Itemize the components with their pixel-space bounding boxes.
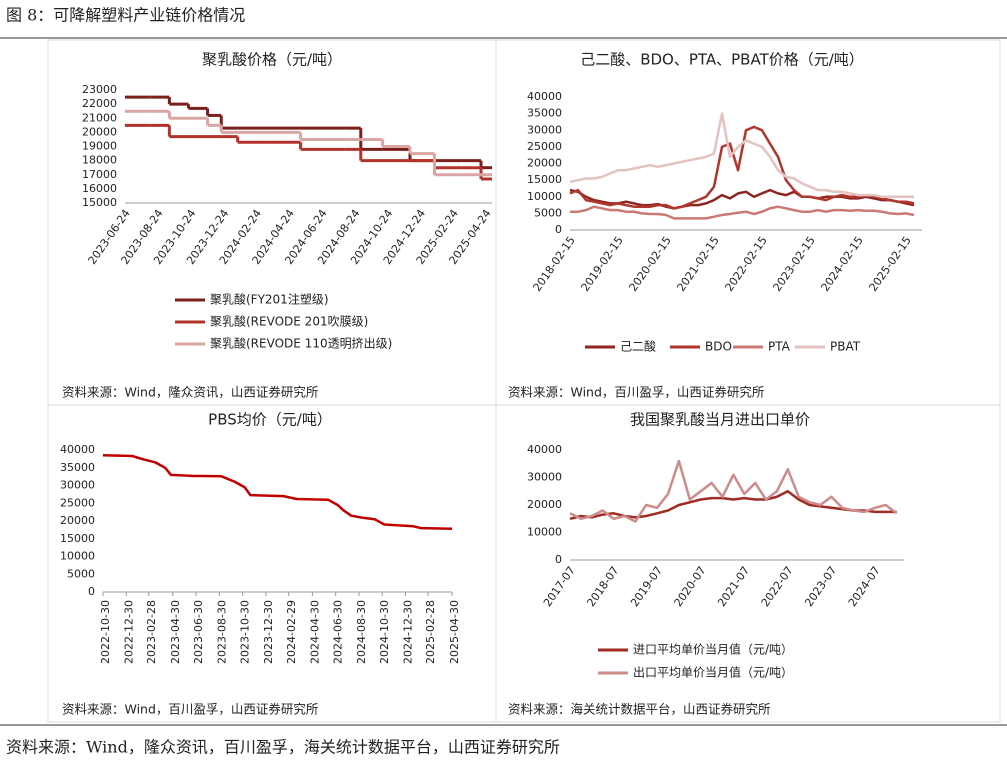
panel-frame	[47, 404, 497, 723]
legend-label: BDO	[705, 340, 732, 354]
chart-source: 资料来源：Wind，隆众资讯，山西证券研究所	[62, 385, 318, 400]
y-tick-label: 19000	[82, 140, 117, 153]
x-tick-label: 2024-08-30	[355, 600, 368, 664]
panel-frame	[495, 39, 1001, 406]
y-tick-label: 35000	[527, 107, 562, 120]
x-tick-label: 2022-07	[759, 564, 796, 609]
y-tick-label: 22000	[82, 97, 117, 110]
legend-label: PBAT	[830, 340, 861, 354]
series-line	[569, 188, 915, 210]
legend-label: PTA	[768, 340, 791, 354]
chart-source: 资料来源：Wind，百川盈孚，山西证券研究所	[508, 385, 764, 400]
x-tick-label: 2023-10-30	[239, 600, 252, 664]
y-tick-label: 15000	[60, 532, 95, 545]
y-tick-label: 15000	[527, 173, 562, 186]
x-tick-label: 2018-07	[584, 564, 621, 609]
chart-source: 资料来源：Wind，百川盈孚，山西证券研究所	[62, 702, 318, 717]
y-tick-label: 10000	[60, 550, 95, 563]
y-tick-label: 20000	[82, 125, 117, 138]
figure-source: 资料来源：Wind，隆众资讯，百川盈孚，海关统计数据平台，山西证券研究所	[6, 738, 560, 757]
y-tick-label: 30000	[60, 479, 95, 492]
chart-title: 聚乳酸价格（元/吨）	[202, 51, 342, 69]
x-tick-label: 2023-02-15	[771, 234, 818, 294]
x-tick-label: 2023-12-30	[262, 600, 275, 664]
x-tick-label: 2021-02-15	[675, 234, 722, 294]
x-tick-label: 2023-04-30	[169, 600, 182, 664]
series-line	[569, 112, 914, 199]
x-tick-label: 2023-07	[802, 564, 839, 609]
x-tick-label: 2023-06-30	[192, 600, 205, 664]
y-tick-label: 20000	[527, 498, 562, 511]
y-tick-label: 0	[555, 553, 562, 566]
x-tick-label: 2019-02-15	[579, 234, 626, 294]
series-line	[569, 490, 897, 521]
legend-label: 聚乳酸(FY201注塑级)	[210, 292, 329, 307]
x-tick-label: 2024-10-30	[378, 600, 391, 664]
x-tick-label: 2022-10-30	[99, 600, 112, 664]
y-tick-label: 18000	[82, 154, 117, 167]
y-tick-label: 0	[88, 585, 95, 598]
x-tick-label: 2025-04-30	[448, 600, 461, 664]
y-tick-label: 40000	[60, 443, 95, 456]
x-tick-label: 2022-02-15	[723, 234, 770, 294]
y-tick-label: 5000	[534, 206, 562, 219]
chart-source: 资料来源：海关统计数据平台，山西证券研究所	[508, 702, 771, 717]
y-tick-label: 10000	[527, 190, 562, 203]
x-tick-label: 2019-07	[628, 564, 665, 609]
x-tick-label: 2025-02-28	[424, 600, 437, 664]
series-line	[102, 454, 453, 531]
y-tick-label: 23000	[82, 83, 117, 96]
legend-label: 己二酸	[620, 339, 656, 354]
figure-title: 图 8：可降解塑料产业链价格情况	[6, 6, 245, 25]
x-tick-label: 2024-12-30	[401, 600, 414, 664]
y-tick-label: 16000	[82, 182, 117, 195]
x-tick-label: 2025-02-15	[867, 234, 914, 294]
x-tick-label: 2021-07	[715, 564, 752, 609]
legend-label: 进口平均单价当月值（元/吨）	[633, 642, 793, 657]
y-tick-label: 25000	[527, 140, 562, 153]
y-tick-label: 5000	[67, 567, 95, 580]
x-tick-label: 2018-02-15	[531, 234, 578, 294]
x-tick-label: 2023-02-28	[145, 600, 158, 664]
legend-label: 出口平均单价当月值（元/吨）	[633, 665, 793, 680]
y-tick-label: 17000	[82, 168, 117, 181]
y-tick-label: 20000	[60, 514, 95, 527]
panel-frame	[495, 404, 1001, 723]
y-tick-label: 15000	[82, 196, 117, 209]
y-tick-label: 40000	[527, 443, 562, 456]
y-tick-label: 35000	[60, 461, 95, 474]
y-tick-label: 10000	[527, 526, 562, 539]
y-tick-label: 40000	[527, 90, 562, 103]
series-line	[569, 459, 898, 523]
x-tick-label: 2020-02-15	[627, 234, 674, 294]
x-tick-label: 2020-07	[672, 564, 709, 609]
chart-title: PBS均价（元/吨）	[208, 411, 332, 429]
series-line	[569, 125, 915, 210]
x-tick-label: 2022-12-30	[122, 600, 135, 664]
x-tick-label: 2023-08-30	[215, 600, 228, 664]
x-tick-label: 2024-06-30	[332, 600, 345, 664]
y-tick-label: 0	[555, 223, 562, 236]
legend-label: 聚乳酸(REVODE 110透明挤出级)	[210, 336, 392, 351]
x-tick-label: 2024-02-15	[819, 234, 866, 294]
series-line	[570, 205, 915, 220]
y-tick-label: 30000	[527, 123, 562, 136]
chart-title: 我国聚乳酸当月进出口单价	[630, 411, 810, 429]
y-tick-label: 25000	[60, 496, 95, 509]
x-tick-label: 2017-07	[541, 564, 578, 609]
y-tick-label: 21000	[82, 111, 117, 124]
x-tick-label: 2024-04-30	[308, 600, 321, 664]
x-tick-label: 2024-07	[846, 564, 883, 609]
y-tick-label: 30000	[527, 471, 562, 484]
x-tick-label: 2024-02-29	[285, 600, 298, 664]
y-tick-label: 20000	[527, 157, 562, 170]
chart-title: 己二酸、BDO、PTA、PBAT价格（元/吨）	[580, 51, 864, 69]
legend-label: 聚乳酸(REVODE 201吹膜级)	[210, 314, 368, 329]
